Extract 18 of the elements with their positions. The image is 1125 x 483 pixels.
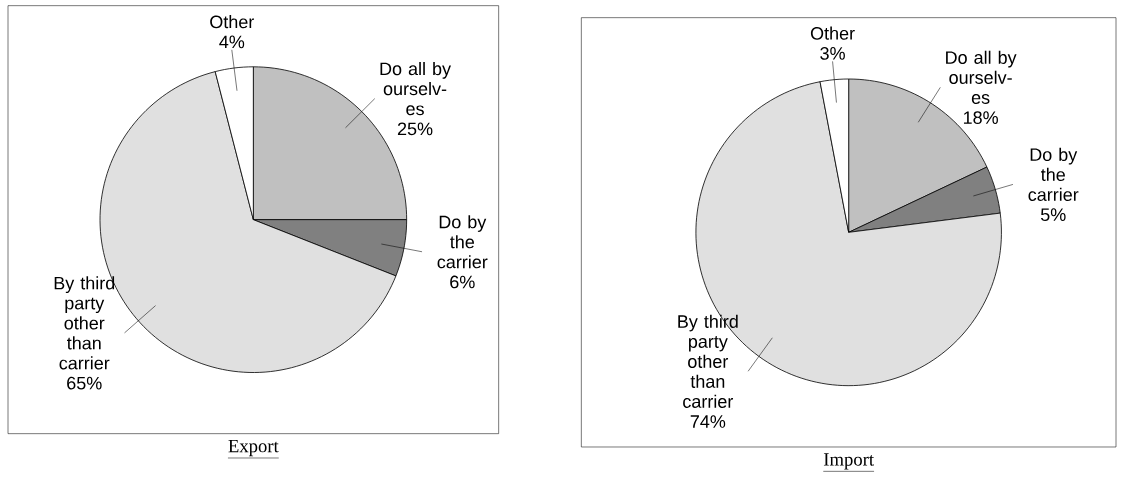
slice-label: Other [210, 15, 255, 29]
text: Import [823, 453, 874, 470]
data-label: 5% [1040, 208, 1066, 222]
data-label: 18% [963, 111, 998, 124]
slice-label: Do all by ourselv-es [946, 50, 1017, 104]
slice-label: Other [810, 26, 855, 40]
text: Export [228, 439, 279, 457]
data-label: 74% [690, 415, 726, 428]
slice-label: By third party other than carrier [678, 314, 738, 408]
slice-label: Do all by ourselv-es [380, 61, 451, 116]
data-label: 6% [450, 275, 475, 289]
slice-label: Do by the carrier [1028, 147, 1079, 202]
data-label: 3% [820, 47, 845, 60]
slice-label: Do by the carrier [437, 215, 488, 269]
data-label: 4% [219, 35, 245, 49]
slice-label: By third party other than carrier [54, 276, 115, 370]
data-label: 25% [397, 122, 433, 136]
data-label: 65% [67, 376, 102, 390]
